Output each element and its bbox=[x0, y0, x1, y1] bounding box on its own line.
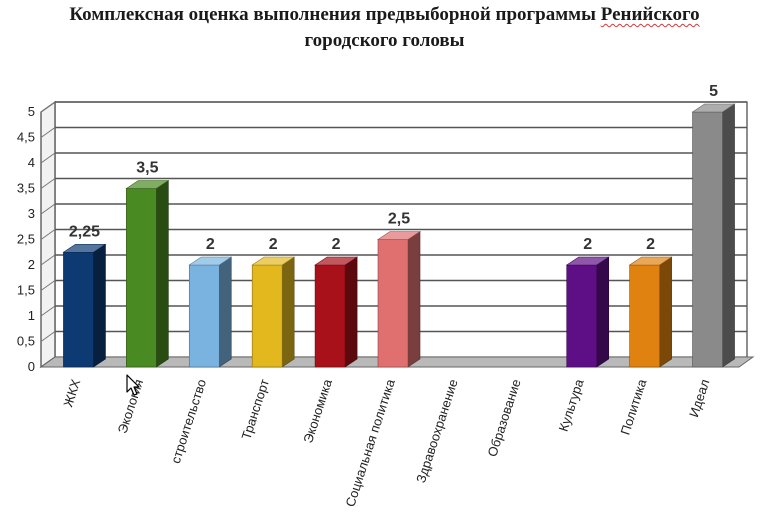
value-labels: 2,25 3,5 2 2 2 2,5 2 2 5 bbox=[69, 83, 718, 253]
gridline-side bbox=[40, 127, 56, 138]
y-tick-label: 0 bbox=[28, 359, 35, 374]
data-label: 2 bbox=[332, 236, 341, 253]
chart-title-line-1: Комплексная оценка выполнения предвыборн… bbox=[0, 2, 769, 28]
y-tick-label: 3 bbox=[28, 206, 35, 221]
y-tick-label: 1,5 bbox=[17, 283, 35, 298]
data-label: 5 bbox=[709, 83, 718, 100]
data-label: 2 bbox=[583, 236, 592, 253]
data-label: 2 bbox=[269, 236, 278, 253]
x-axis: ЖКХ Экология строительство Транспорт Экономи… bbox=[60, 377, 712, 509]
gridline-side bbox=[40, 178, 56, 189]
chart-title-line-2: городского головы bbox=[304, 30, 465, 51]
y-tick-label: 4,5 bbox=[17, 130, 35, 145]
data-label: 3,5 bbox=[136, 160, 158, 177]
chart-title: Комплексная оценка выполнения предвыборн… bbox=[0, 2, 769, 54]
x-tick-label: строительство bbox=[168, 377, 209, 465]
data-label: 2 bbox=[646, 236, 655, 253]
bar bbox=[125, 179, 170, 368]
x-tick-label: ЖКХ bbox=[60, 377, 83, 409]
bar bbox=[628, 256, 673, 368]
bar bbox=[314, 256, 359, 368]
chart-title-text: Комплексная оценка выполнения предвыборн… bbox=[69, 4, 601, 25]
y-tick-label: 2 bbox=[28, 257, 35, 272]
chart-title-city: Ренийского bbox=[600, 4, 700, 25]
bar bbox=[188, 256, 233, 368]
y-tick-label: 4 bbox=[28, 155, 35, 170]
data-label: 2,25 bbox=[69, 223, 100, 240]
gridline-side bbox=[40, 101, 56, 113]
data-label: 2 bbox=[206, 236, 215, 253]
x-tick-label: Транспорт bbox=[238, 377, 272, 441]
x-tick-label: Экономика bbox=[300, 377, 335, 445]
gridline-side bbox=[40, 331, 56, 342]
x-tick-label: Политика bbox=[617, 377, 649, 437]
bar bbox=[565, 256, 610, 368]
bar bbox=[691, 103, 736, 368]
x-tick-label: Образование bbox=[485, 377, 524, 458]
bars bbox=[62, 103, 736, 368]
data-label: 2,5 bbox=[388, 211, 410, 228]
y-tick-label: 2,5 bbox=[17, 232, 35, 247]
x-tick-label: Здравоохранение bbox=[413, 377, 461, 484]
bar bbox=[377, 230, 421, 368]
gridline-side bbox=[40, 280, 56, 291]
gridline-side bbox=[40, 203, 56, 215]
x-tick-label: Социальная политика bbox=[342, 377, 398, 509]
bar bbox=[62, 243, 107, 368]
x-tick-label: Культура bbox=[556, 377, 587, 434]
gridline-side bbox=[40, 254, 56, 266]
y-tick-label: 1 bbox=[28, 308, 35, 323]
y-tick-label: 5 bbox=[28, 104, 35, 119]
gridline-side bbox=[40, 152, 56, 164]
mouse-pointer-icon bbox=[126, 374, 140, 396]
gridline-side bbox=[40, 305, 56, 317]
y-tick-label: 3,5 bbox=[17, 181, 35, 196]
gridline-side bbox=[40, 229, 56, 240]
y-axis: 0 0,5 1 1,5 2 2,5 3 3,5 4 4,5 5 bbox=[17, 104, 35, 374]
y-tick-label: 0,5 bbox=[17, 334, 35, 349]
x-tick-label: Идеал bbox=[686, 377, 712, 419]
bar bbox=[251, 256, 296, 368]
